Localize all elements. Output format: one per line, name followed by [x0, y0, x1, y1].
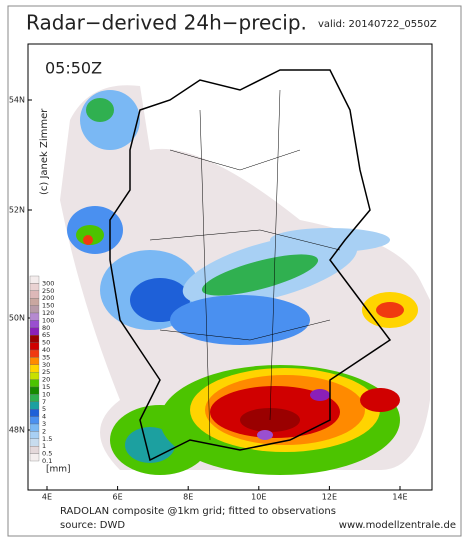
legend-label: 120 — [42, 309, 54, 317]
germany-border — [109, 69, 392, 462]
valid-time: valid: 20140722_0550Z — [318, 19, 437, 30]
legend-swatch — [29, 431, 40, 439]
legend-label: 2 — [42, 427, 46, 435]
legend-swatch — [29, 349, 40, 358]
legend-label: 5 — [42, 405, 46, 413]
lat-label: 52N — [9, 206, 25, 215]
legend-label: 10 — [42, 390, 50, 398]
footer-website: www.modellzentrale.de — [339, 520, 456, 531]
legend-swatch — [29, 394, 40, 402]
lon-label: 8E — [183, 493, 193, 502]
legend-swatch — [29, 342, 40, 351]
lat-label: 54N — [9, 96, 25, 105]
legend-label: 20 — [42, 376, 50, 384]
legend-swatch — [29, 364, 40, 373]
legend-label: 4 — [42, 413, 46, 421]
legend-swatch — [29, 423, 40, 432]
title: Radar−derived 24h−precip. — [26, 11, 307, 35]
lat-label: 48N — [9, 426, 25, 435]
legend-label: 3 — [42, 420, 46, 428]
legend-swatch — [29, 305, 40, 314]
legend-label: 35 — [42, 353, 50, 361]
legend-label: 200 — [42, 294, 54, 302]
precip-field — [60, 85, 430, 475]
legend-swatch — [29, 372, 40, 380]
legend-label: 0.5 — [42, 450, 52, 458]
legend-swatch — [29, 283, 40, 291]
legend-swatch — [29, 438, 40, 447]
legend-label: 0.1 — [42, 457, 52, 465]
legend-label: 50 — [42, 339, 50, 347]
legend-label: 100 — [42, 316, 54, 324]
legend-swatch — [29, 298, 40, 306]
legend-swatch — [29, 386, 40, 395]
lat-label: 50N — [9, 314, 25, 323]
district-borders — [149, 89, 341, 441]
lon-label: 14E — [392, 493, 407, 502]
time-label: 05:50Z — [45, 59, 102, 78]
legend-swatch — [29, 357, 40, 365]
legend-label: 1 — [42, 442, 46, 450]
legend-label: 30 — [42, 361, 50, 369]
legend-label: 250 — [42, 287, 54, 295]
legend-label: 300 — [42, 279, 54, 287]
footer-source: source: DWD — [60, 520, 125, 531]
legend-swatch — [29, 320, 40, 328]
legend-swatch — [29, 409, 40, 417]
lon-label: 12E — [322, 493, 337, 502]
legend-unit: [mm] — [46, 465, 71, 475]
copyright: (c) Janek Zimmer — [39, 108, 50, 195]
legend: 3002502001501201008065504035302520151075… — [29, 275, 71, 475]
legend-label: 65 — [42, 331, 50, 339]
legend-label: 150 — [42, 302, 54, 310]
legend-swatch — [29, 312, 40, 321]
legend-swatch — [29, 275, 40, 284]
legend-swatch — [29, 401, 40, 410]
legend-label: 1.5 — [42, 435, 52, 443]
legend-swatch — [29, 335, 40, 343]
lon-label: 10E — [251, 493, 266, 502]
legend-swatch — [29, 453, 40, 462]
lon-label: 4E — [42, 493, 52, 502]
legend-label: 15 — [42, 383, 50, 391]
time-box — [40, 58, 108, 80]
legend-swatch — [29, 379, 40, 388]
footer-line: RADOLAN composite @1km grid; fitted to o… — [60, 506, 336, 517]
map: 05:50Z (c) Janek Zimmer — [27, 43, 433, 491]
legend-swatch — [29, 416, 40, 425]
lon-label: 6E — [113, 493, 123, 502]
legend-label: 7 — [42, 398, 46, 406]
legend-swatch — [29, 290, 40, 299]
legend-label: 40 — [42, 346, 50, 354]
axes: 54N 52N 50N 48N 4E 6E 8E 10E 12E 14E — [9, 96, 408, 502]
legend-swatch — [29, 446, 40, 454]
legend-label: 25 — [42, 368, 50, 376]
legend-label: 80 — [42, 324, 50, 332]
legend-swatch — [29, 327, 40, 336]
